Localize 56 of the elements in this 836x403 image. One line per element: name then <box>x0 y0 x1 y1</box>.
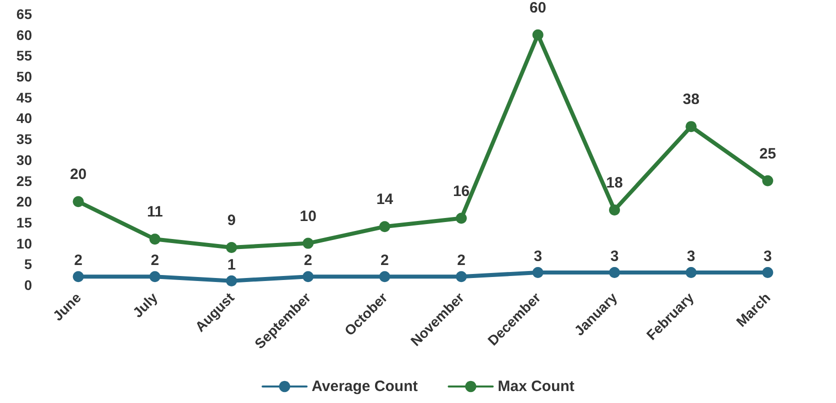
y-tick-label: 45 <box>16 89 32 106</box>
point <box>532 29 544 40</box>
y-tick-label: 65 <box>16 6 32 22</box>
point <box>72 271 84 282</box>
point <box>379 271 390 282</box>
point <box>149 271 160 282</box>
y-tick-label: 35 <box>16 131 32 148</box>
data-label: 9 <box>227 212 236 229</box>
data-label: 2 <box>457 252 466 270</box>
y-tick-label: 5 <box>24 256 32 272</box>
data-label: 38 <box>682 91 700 108</box>
data-label: 2 <box>150 252 160 270</box>
data-label: 16 <box>452 182 470 200</box>
legend-label: Max Count <box>498 378 574 395</box>
point <box>762 175 774 186</box>
point <box>609 204 620 216</box>
point <box>456 212 467 224</box>
point <box>302 271 314 282</box>
data-label: 10 <box>300 208 316 225</box>
data-label: 18 <box>606 174 623 192</box>
point <box>686 121 697 132</box>
data-label: 60 <box>530 0 546 16</box>
point <box>226 275 237 286</box>
data-label: 3 <box>764 248 772 265</box>
y-tick-label: 55 <box>16 48 32 64</box>
point <box>302 238 314 249</box>
point <box>762 266 774 278</box>
point <box>456 271 467 282</box>
data-label: 2 <box>304 252 312 270</box>
data-label: 3 <box>534 248 542 265</box>
point <box>226 242 237 253</box>
data-label: 14 <box>376 191 394 208</box>
y-tick-label: 10 <box>16 235 32 252</box>
point <box>532 266 544 278</box>
y-tick-label: 25 <box>16 172 32 189</box>
data-label: 1 <box>227 256 236 274</box>
point <box>149 234 160 245</box>
y-tick-label: 30 <box>16 152 32 168</box>
legend-label: Average Count <box>312 378 418 395</box>
y-tick-label: 60 <box>16 26 32 43</box>
data-label: 11 <box>146 204 163 221</box>
y-tick-label: 0 <box>24 277 32 293</box>
point <box>72 196 84 208</box>
point <box>379 221 390 232</box>
data-label: 25 <box>759 145 776 162</box>
y-tick-label: 50 <box>16 68 32 85</box>
point <box>686 266 697 278</box>
y-tick-label: 15 <box>16 214 32 230</box>
data-label: 3 <box>686 248 696 265</box>
data-label: 2 <box>380 252 389 270</box>
point <box>609 266 620 278</box>
y-tick-label: 40 <box>16 110 32 126</box>
data-label: 3 <box>610 248 619 265</box>
y-tick-label: 20 <box>16 194 32 210</box>
data-label: 2 <box>74 252 82 270</box>
data-label: 20 <box>70 166 87 184</box>
